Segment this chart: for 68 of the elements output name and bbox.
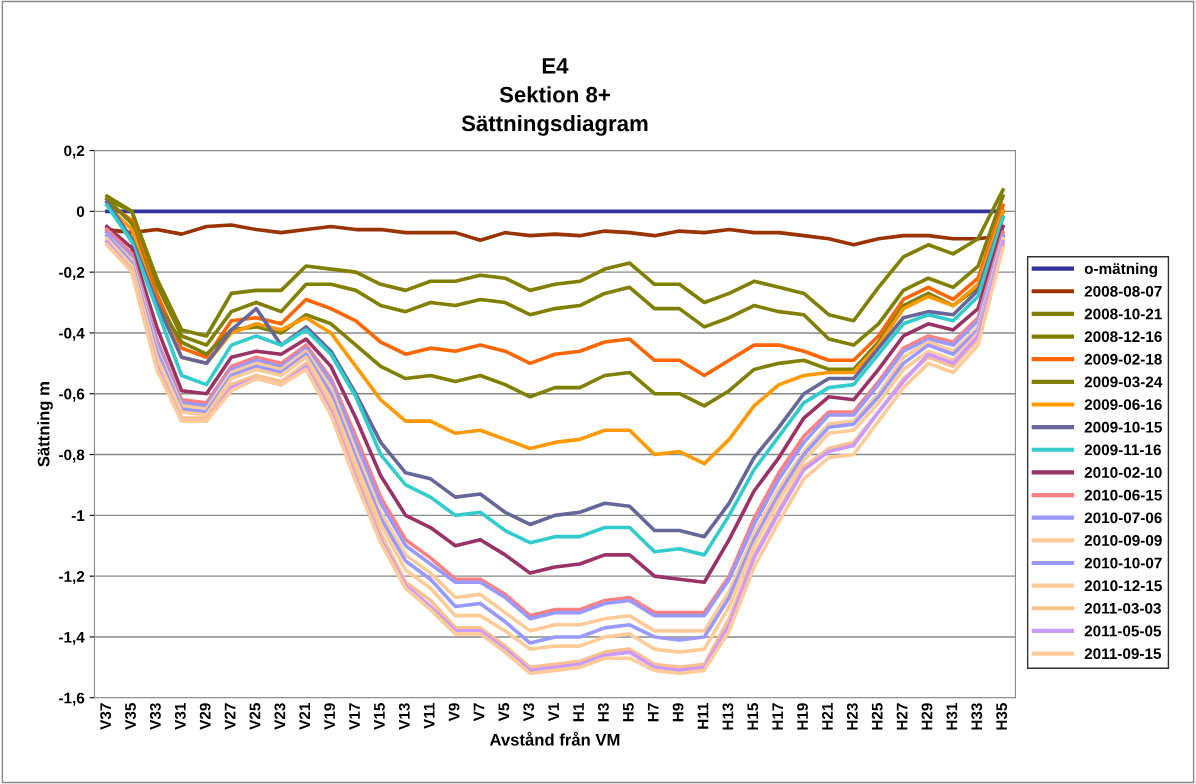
x-tick-label: H3 — [598, 703, 609, 722]
x-tick-label: V37 — [100, 703, 112, 730]
x-tick-label: H13 — [722, 703, 734, 730]
y-tick-label: -0,6 — [59, 388, 85, 402]
y-tick-label: -1,2 — [59, 571, 85, 585]
x-tick-label: H21 — [822, 703, 833, 730]
legend-label: 2010-09-09 — [1084, 535, 1162, 546]
chart-title: E4 Sektion 8+ Sättningsdiagram — [461, 58, 648, 136]
y-tick-label: 0 — [76, 206, 85, 218]
x-tick-label: V27 — [224, 703, 236, 730]
x-tick-label: H9 — [672, 703, 684, 722]
x-tick-label: V5 — [498, 703, 510, 722]
legend-label: 2010-07-06 — [1084, 512, 1162, 524]
x-tick-label: H29 — [921, 703, 933, 730]
y-tick-label: -0,4 — [59, 327, 85, 341]
x-axis-title: Avstånd från VM — [489, 731, 620, 746]
x-tick-label: H7 — [647, 703, 659, 722]
legend-label: 2009-06-16 — [1084, 399, 1162, 410]
x-tick-label: V33 — [149, 703, 161, 730]
x-tick-label: V25 — [249, 703, 261, 730]
legend-label: 2010-10-07 — [1084, 557, 1162, 569]
x-tick-label: H19 — [797, 703, 808, 730]
y-tick-label: -1,6 — [59, 692, 85, 706]
y-tick-label: -1,4 — [59, 631, 85, 645]
y-tick-label: -0,2 — [59, 267, 85, 281]
legend-label: 2011-03-03 — [1084, 602, 1161, 614]
legend-label: 2008-08-07 — [1084, 285, 1162, 297]
x-tick-label: V19 — [324, 703, 336, 730]
x-tick-label: V11 — [423, 703, 435, 729]
legend-label: 2009-11-16 — [1084, 444, 1161, 456]
x-tick-label: H23 — [846, 703, 858, 730]
y-tick-label: -1 — [71, 510, 85, 521]
legend-label: 2011-09-15 — [1084, 648, 1162, 660]
x-tick-label: H27 — [896, 703, 908, 730]
y-tick-label: -0,8 — [59, 449, 85, 463]
x-tick-label: H1 — [573, 703, 584, 722]
x-tick-label: V31 — [174, 703, 186, 730]
x-tick-label: V29 — [199, 703, 211, 730]
x-tick-label: H17 — [772, 703, 783, 730]
x-tick-label: H35 — [996, 703, 1008, 730]
x-tick-label: H15 — [747, 703, 759, 730]
x-tick-label: V23 — [274, 703, 286, 730]
x-tick-label: V3 — [523, 703, 535, 722]
x-tick-label: H5 — [623, 703, 634, 722]
x-tick-label: H33 — [971, 703, 983, 730]
y-tick-label: 0,2 — [64, 145, 85, 159]
x-tick-label: V1 — [548, 703, 559, 722]
x-tick-label: H11 — [697, 703, 709, 729]
legend-label: 2010-06-15 — [1084, 489, 1162, 501]
legend-label: 2009-10-15 — [1084, 421, 1162, 433]
x-tick-label: V15 — [374, 703, 385, 730]
legend-label: 2008-10-21 — [1084, 308, 1162, 320]
x-tick-label: V35 — [125, 703, 136, 730]
legend-label: o-mätning — [1084, 262, 1157, 278]
legend-label: 2011-05-05 — [1084, 625, 1162, 637]
x-tick-label: V13 — [398, 703, 410, 730]
x-tick-label: V17 — [349, 703, 360, 730]
x-tick-label: V7 — [473, 703, 485, 722]
x-tick-label: H31 — [946, 703, 958, 730]
legend-label: 2009-03-24 — [1084, 376, 1163, 388]
legend-label: 2008-12-16 — [1084, 331, 1162, 343]
legend-label: 2009-02-18 — [1084, 353, 1162, 365]
legend-label: 2010-02-10 — [1084, 467, 1162, 478]
x-tick-label: H25 — [871, 703, 883, 730]
x-tick-label: V21 — [299, 703, 310, 730]
x-tick-label: V9 — [448, 703, 460, 722]
legend-label: 2010-12-15 — [1084, 580, 1162, 592]
y-axis-title: Sättning m — [37, 382, 53, 467]
